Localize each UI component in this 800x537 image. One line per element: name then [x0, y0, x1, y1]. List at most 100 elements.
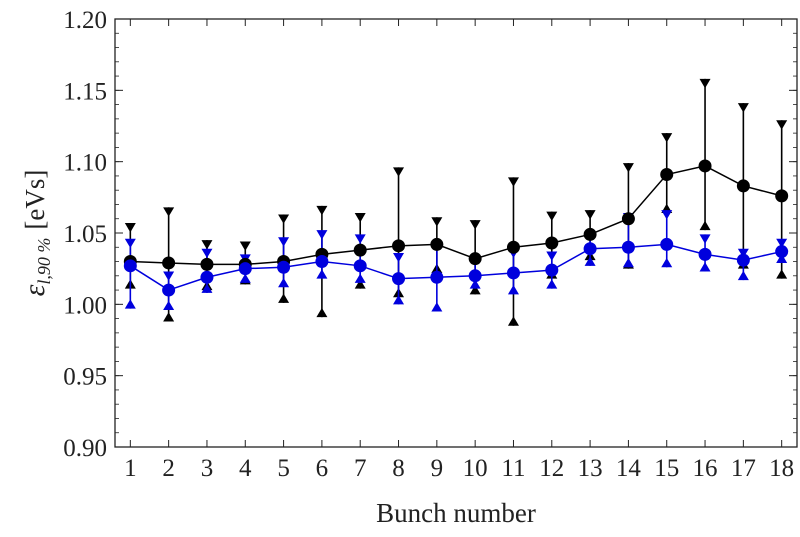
error-cap-low [201, 283, 213, 293]
data-point [698, 159, 712, 173]
points-layer [123, 159, 789, 297]
error-bars-layer [124, 78, 788, 326]
x-tick-label: 18 [769, 455, 794, 482]
data-point [545, 236, 559, 250]
error-cap-low [699, 220, 711, 231]
error-cap-high [124, 223, 136, 233]
error-cap-high [163, 207, 175, 217]
error-cap-low [278, 277, 290, 288]
error-cap-low [776, 269, 788, 279]
plot-frame [114, 18, 798, 448]
error-cap-low [239, 273, 251, 283]
data-point [506, 240, 520, 254]
error-cap-low [507, 284, 519, 295]
error-cap-high [699, 78, 711, 89]
error-cap-high [278, 237, 290, 247]
data-point [200, 257, 214, 271]
error-cap-high [469, 220, 481, 230]
x-tick-label: 8 [392, 455, 405, 482]
x-tick-label: 7 [354, 455, 367, 482]
error-cap-high [316, 230, 328, 240]
error-cap-high [124, 238, 136, 249]
y-tick-label: 1.00 [63, 292, 107, 319]
data-point [698, 247, 712, 261]
y-tick-label: 0.90 [63, 435, 107, 462]
y-axis: 0.90 0.95 1.00 1.05 1.10 1.15 1.20 [63, 7, 797, 462]
error-cap-high [316, 205, 328, 216]
error-cap-low [737, 270, 749, 281]
error-cap-high [584, 210, 596, 220]
error-cap-low [431, 302, 443, 312]
error-cap-high [393, 167, 405, 177]
x-tick-label: 10 [463, 455, 488, 482]
y-axis-title-symbol: ε [18, 284, 51, 296]
data-point [545, 263, 559, 277]
error-cap-high [354, 234, 366, 244]
data-point [238, 262, 252, 276]
error-cap-low [354, 273, 366, 283]
data-point [775, 245, 789, 259]
y-tick-label: 1.10 [63, 150, 107, 177]
x-axis: 1 2 3 4 5 6 7 8 9 10 11 12 13 14 15 16 17 18 [124, 19, 794, 482]
data-point [736, 179, 750, 193]
error-cap-high [661, 210, 673, 220]
data-point [736, 253, 750, 267]
error-cap-high [737, 103, 749, 113]
error-cap-high [163, 271, 175, 281]
data-point [123, 259, 137, 273]
error-cap-low [316, 307, 328, 318]
error-cap-low [354, 279, 366, 289]
data-point [277, 260, 291, 274]
y-tick-label: 0.95 [63, 364, 107, 391]
error-cap-high [776, 120, 788, 130]
x-tick-label: 1 [124, 455, 137, 482]
data-point [583, 227, 597, 241]
data-point [660, 168, 674, 182]
data-point [353, 243, 367, 257]
error-cap-low [278, 293, 290, 303]
error-cap-low [622, 257, 634, 268]
error-cap-high [661, 133, 673, 143]
svg-text:εl,90 %[eVs]: εl,90 % [eVs] [18, 170, 54, 297]
x-tick-label: 9 [431, 455, 444, 482]
x-tick-label: 16 [693, 455, 718, 482]
error-cap-high [546, 251, 558, 261]
x-tick-label: 6 [316, 455, 329, 482]
data-point [430, 270, 444, 284]
error-cap-high [201, 240, 213, 250]
error-cap-low [584, 256, 596, 266]
data-point [162, 283, 176, 297]
error-cap-high [239, 241, 251, 251]
data-point [621, 240, 635, 254]
y-tick-label: 1.05 [63, 221, 107, 248]
x-tick-label: 13 [578, 455, 603, 482]
y-axis-title-unit: [eVs] [20, 170, 50, 230]
error-cap-high [776, 238, 788, 249]
x-tick-label: 3 [201, 455, 214, 482]
series-line [129, 243, 782, 291]
data-point [506, 266, 520, 280]
data-point [621, 212, 635, 226]
error-cap-low [163, 300, 175, 311]
data-point [353, 259, 367, 273]
error-cap-low [507, 316, 519, 326]
data-point [468, 252, 482, 266]
y-axis-title: εl,90 % [eVs] [18, 170, 54, 297]
x-tick-label: 2 [162, 455, 175, 482]
error-cap-high [546, 211, 558, 221]
error-cap-low [699, 262, 711, 272]
error-cap-high [622, 163, 634, 173]
error-cap-high [278, 214, 290, 224]
x-axis-title: Bunch number [376, 498, 536, 528]
error-cap-low [469, 279, 481, 289]
error-cap-low [393, 294, 405, 305]
error-cap-high [393, 252, 405, 263]
error-cap-high [507, 177, 519, 187]
x-tick-label: 5 [277, 455, 290, 482]
x-tick-label: 11 [501, 455, 525, 482]
data-point [315, 255, 329, 269]
error-cap-low [469, 284, 481, 295]
data-point [468, 269, 482, 283]
